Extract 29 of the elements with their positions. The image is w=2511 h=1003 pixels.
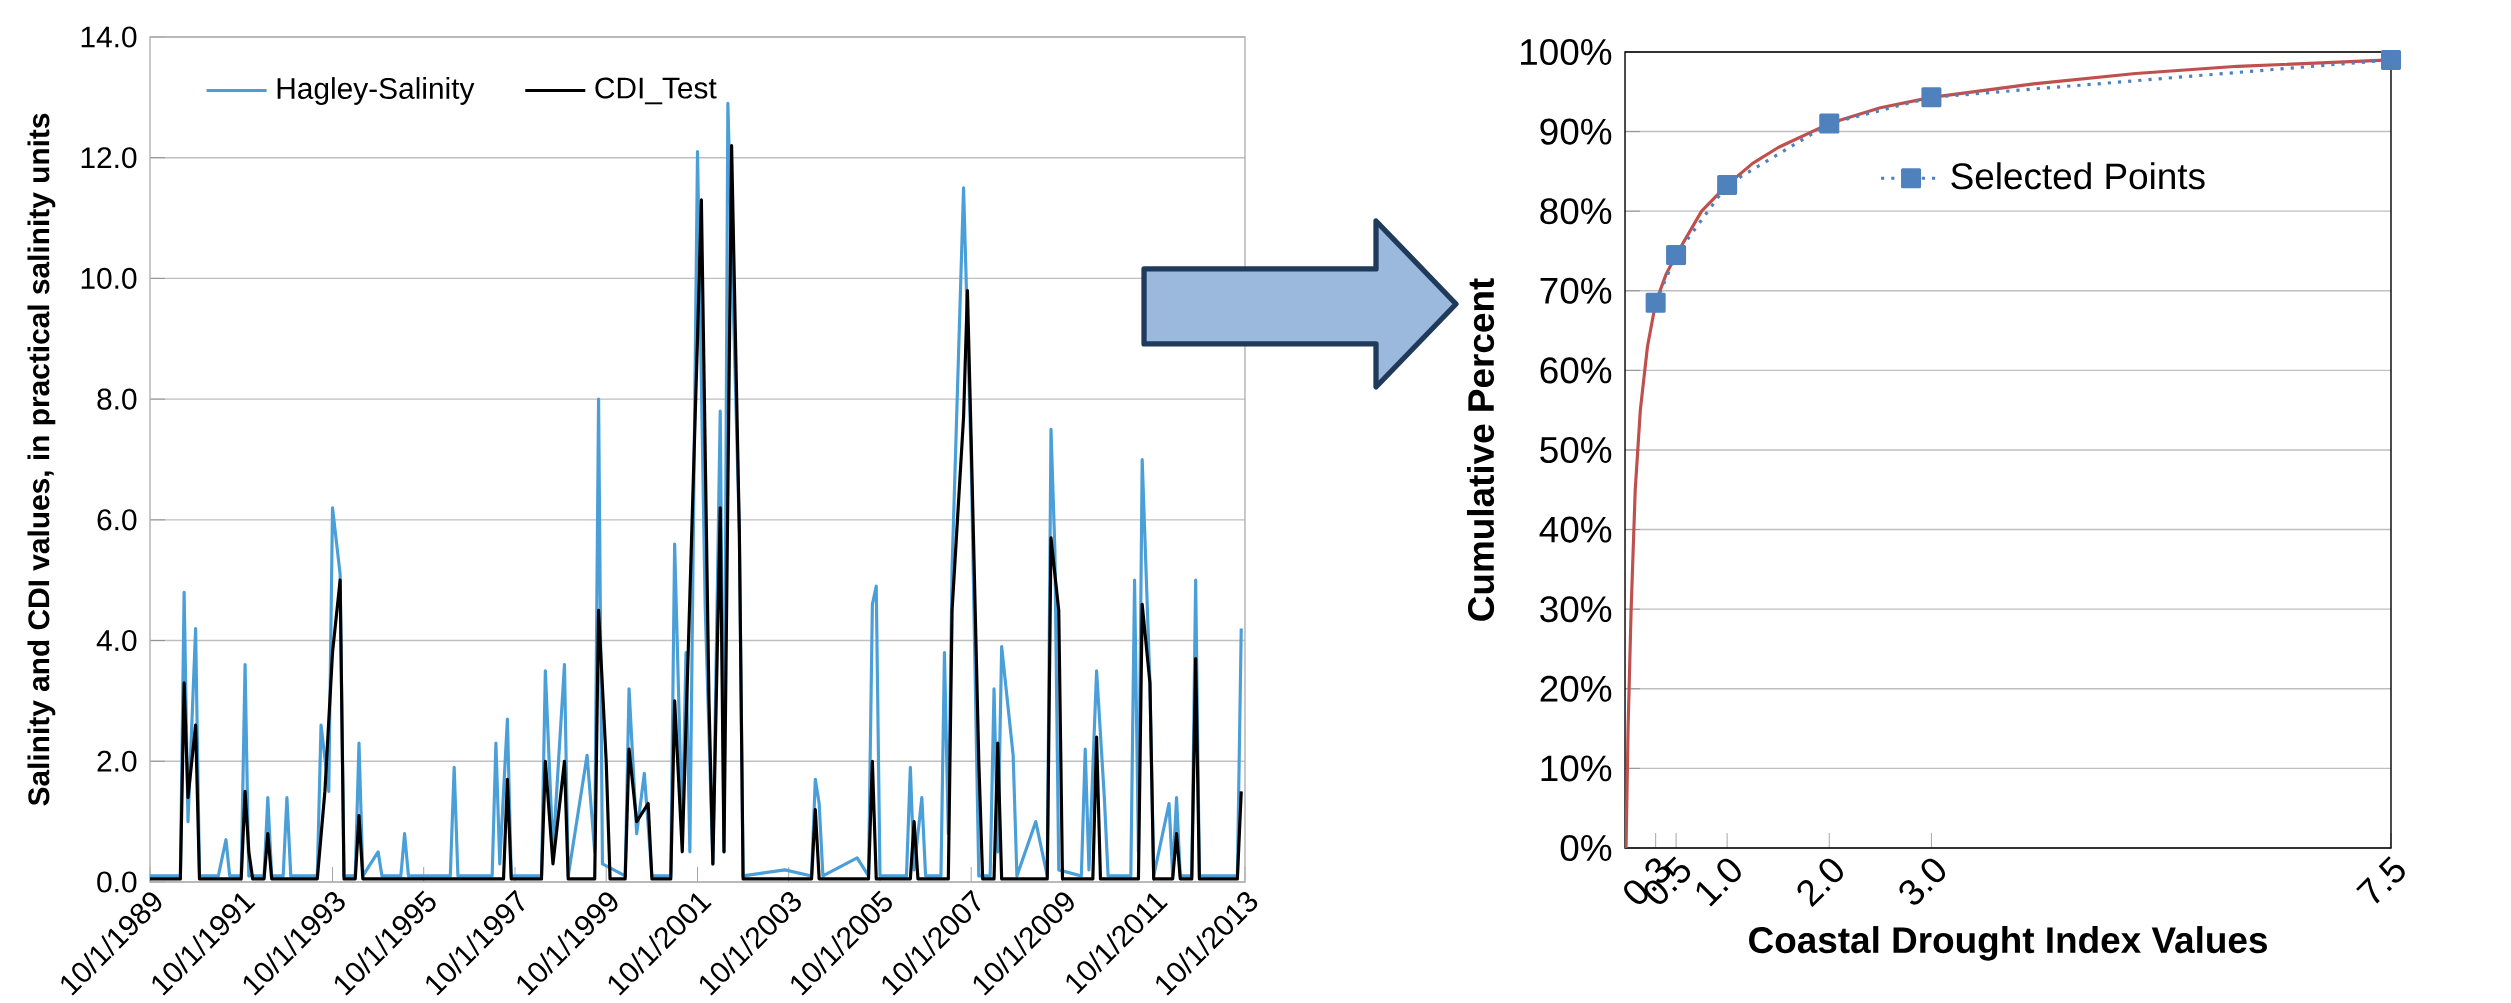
y-tick-label: 2.0 (97, 750, 137, 772)
y-tick-label: 40% (1539, 516, 1612, 543)
y-tick-label: 0.0 (97, 871, 137, 893)
y-axis-title: Cumulative Percent (1466, 278, 1495, 621)
legend-label: Selected Points (1951, 162, 2205, 190)
y-tick-label: 30% (1540, 596, 1612, 623)
y-tick-label: 0% (1560, 834, 1612, 862)
x-tick-label: 2.0 (1797, 858, 1843, 908)
y-tick-label: 8.0 (97, 388, 137, 410)
legend-label: Hagley-Salinity (277, 77, 475, 105)
y-axis-title: Salinity and CDI values, in practical salinity units (27, 113, 56, 806)
y-tick-label: 6.0 (97, 509, 137, 531)
y-tick-label: 60% (1540, 357, 1612, 384)
y-tick-label: 4.0 (96, 630, 137, 652)
x-axis-title: Coastal Drought Index Values (1749, 926, 2267, 961)
y-tick-label: 10.0 (81, 267, 137, 289)
y-tick-label: 14.0 (81, 26, 137, 48)
x-tick-label: 7.5 (2356, 856, 2405, 904)
y-tick-label: 70% (1540, 277, 1612, 304)
x-tick-label: 3.0 (1899, 858, 1946, 905)
y-tick-label: 100% (1521, 38, 1612, 66)
y-tick-label: 50% (1540, 436, 1612, 464)
y-tick-label: 90% (1540, 118, 1612, 145)
y-tick-label: 20% (1540, 675, 1612, 702)
x-tick-label: 1.0 (1696, 858, 1741, 907)
y-tick-label: 80% (1540, 198, 1612, 225)
y-tick-label: 10% (1541, 755, 1612, 782)
y-tick-label: 12.0 (81, 147, 137, 169)
legend-label: CDI_Test (595, 77, 717, 105)
